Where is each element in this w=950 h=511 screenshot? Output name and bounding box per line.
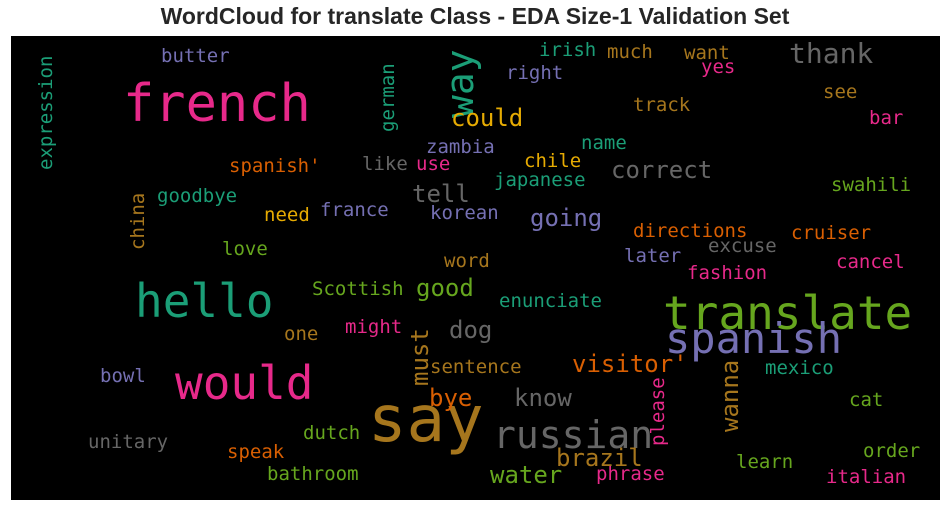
word-one: one [284, 323, 319, 345]
word-irish: irish [539, 39, 597, 61]
word-expression: expression [35, 55, 57, 170]
word-could: could [451, 104, 524, 132]
word-france: france [320, 199, 389, 221]
word-zambia: zambia [426, 136, 495, 158]
word-later: later [624, 245, 682, 267]
word-fashion: fashion [687, 262, 768, 284]
word-enunciate: enunciate [499, 290, 602, 312]
word-excuse: excuse [708, 235, 777, 257]
word-use: use [416, 153, 451, 175]
word-russian: russian [493, 413, 654, 457]
word-see: see [823, 81, 858, 103]
word-bowl: bowl [100, 365, 146, 387]
word-might: might [345, 316, 403, 338]
word-cruiser: cruiser [791, 222, 872, 244]
word-wanna: wanna [716, 359, 744, 432]
word-speak: speak [227, 441, 285, 463]
word-dutch: dutch [303, 422, 361, 444]
word-want: want [684, 42, 730, 64]
word-china: china [127, 192, 149, 250]
word-going: going [530, 204, 603, 232]
word-goodbye: goodbye [157, 185, 238, 207]
word-say: say [368, 383, 484, 457]
word-scottish: Scottish [312, 278, 404, 300]
word-water: water [490, 461, 563, 489]
word-cat: cat [849, 389, 884, 411]
word-italian: italian [826, 466, 907, 488]
word-know: know [514, 384, 572, 412]
word-thank: thank [789, 37, 874, 70]
word-visitor: visitor' [572, 350, 688, 378]
word-yes: yes [701, 56, 736, 78]
wordcloud-canvas: say french translate hello would spanish russi… [11, 36, 940, 500]
word-right: right [506, 62, 564, 84]
word-order: order [863, 440, 921, 462]
word-bar: bar [869, 107, 904, 129]
word-please: please [647, 377, 669, 446]
word-dog: dog [449, 316, 493, 344]
word-japanese: japanese [494, 169, 586, 191]
word-would: would [175, 356, 314, 410]
chart-title: WordCloud for translate Class - EDA Size… [160, 3, 790, 29]
word-word: word [444, 250, 490, 272]
word-hello: hello [135, 274, 274, 328]
word-need: need [264, 204, 310, 226]
word-unitary: unitary [88, 431, 169, 453]
word-learn: learn [736, 451, 794, 473]
word-spanish: spanish [665, 314, 843, 363]
word-much: much [607, 41, 653, 63]
word-swahili: swahili [831, 174, 912, 196]
word-butter: butter [161, 45, 230, 67]
word-translate: translate [663, 286, 913, 340]
word-bathroom: bathroom [267, 463, 359, 485]
word-mexico: mexico [765, 357, 834, 379]
word-spanish: spanish' [229, 155, 321, 177]
word-track: track [633, 94, 691, 116]
word-good: good [416, 274, 474, 302]
word-sentence: sentence [430, 356, 522, 378]
word-chile: chile [524, 150, 582, 172]
word-korean: korean [430, 202, 499, 224]
word-like: like [362, 153, 408, 175]
word-tell: tell [412, 180, 470, 208]
word-cancel: cancel [836, 251, 905, 273]
word-correct: correct [611, 156, 713, 184]
word-must: must [406, 328, 434, 386]
word-french: french [123, 74, 311, 134]
word-love: love [222, 238, 268, 260]
word-brazil: brazil [556, 444, 643, 472]
word-phrase: phrase [596, 463, 665, 485]
word-bye: bye [429, 384, 473, 412]
word-german: german [377, 63, 399, 132]
word-directions: directions [633, 220, 748, 242]
word-name: name [581, 132, 627, 154]
